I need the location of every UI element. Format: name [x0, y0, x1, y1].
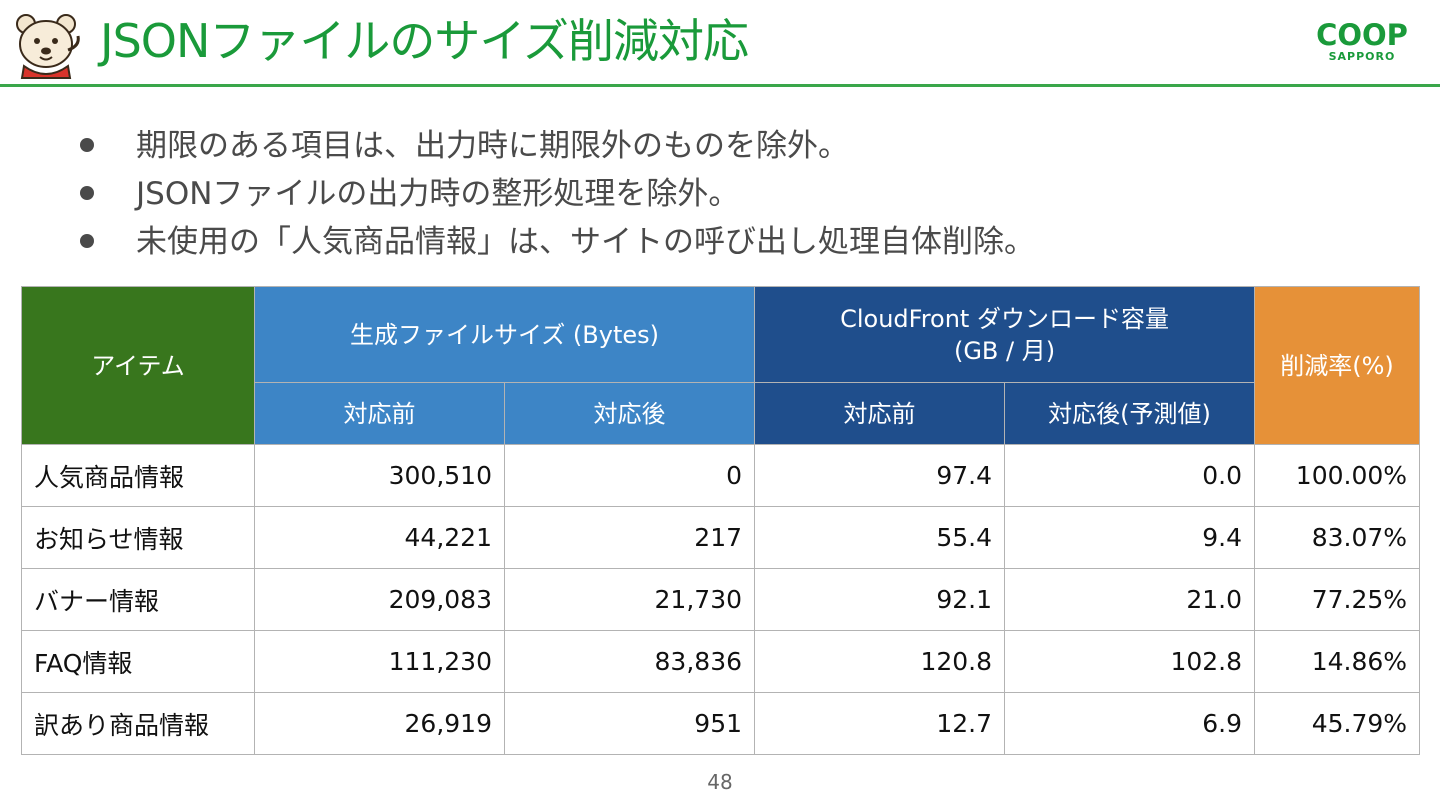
coop-sapporo-logo: COOP SAPPORO	[1300, 20, 1424, 66]
cell-size-after: 951	[503, 692, 756, 755]
header-cloudfront: CloudFront ダウンロード容量 (GB / 月)	[754, 286, 1256, 383]
cell-rate: 83.07%	[1254, 506, 1421, 569]
bullet-dot-icon	[80, 138, 94, 152]
table-row: 訳あり商品情報 26,919 951 12.7 6.9 45.79%	[21, 692, 1421, 755]
header-item: アイテム	[21, 286, 255, 445]
cell-size-after: 0	[503, 444, 756, 507]
header-cf-after: 対応後(予測値)	[1004, 382, 1256, 445]
slide-title: JSONファイルのサイズ削減対応	[100, 14, 749, 68]
size-reduction-table: アイテム 生成ファイルサイズ (Bytes) CloudFront ダウンロード…	[21, 286, 1421, 755]
table-row: バナー情報 209,083 21,730 92.1 21.0 77.25%	[21, 568, 1421, 631]
bullet-item: 未使用の「人気商品情報」は、サイトの呼び出し処理自体削除。	[78, 218, 1378, 266]
table-row: お知らせ情報 44,221 217 55.4 9.4 83.07%	[21, 506, 1421, 569]
header-cloudfront-line1: CloudFront ダウンロード容量	[840, 304, 1169, 333]
bullet-text: 期限のある項目は、出力時に期限外のものを除外。	[136, 128, 849, 164]
slide-header: JSONファイルのサイズ削減対応 COOP SAPPORO	[0, 0, 1440, 87]
header-cloudfront-line2: (GB / 月)	[953, 336, 1056, 365]
cell-item: FAQ情報	[21, 630, 255, 693]
bullet-item: JSONファイルの出力時の整形処理を除外。	[78, 170, 1378, 218]
cell-size-before: 300,510	[254, 444, 505, 507]
logo-main-text: COOP	[1316, 18, 1408, 52]
cell-cf-after: 9.4	[1004, 506, 1256, 569]
header-file-size: 生成ファイルサイズ (Bytes)	[253, 286, 756, 383]
header-reduction-rate: 削減率(%)	[1254, 286, 1421, 445]
cell-size-before: 111,230	[254, 630, 505, 693]
cell-size-after: 217	[503, 506, 756, 569]
cell-cf-after: 0.0	[1004, 444, 1256, 507]
cell-cf-before: 92.1	[754, 568, 1006, 631]
cell-size-after: 21,730	[503, 568, 756, 631]
header-cf-before: 対応前	[754, 382, 1006, 445]
cell-item: お知らせ情報	[21, 506, 255, 569]
bullet-dot-icon	[80, 234, 94, 248]
cell-cf-after: 102.8	[1004, 630, 1256, 693]
cell-rate: 77.25%	[1254, 568, 1421, 631]
cell-item: バナー情報	[21, 568, 255, 631]
header-size-before: 対応前	[254, 382, 505, 445]
cell-size-after: 83,836	[503, 630, 756, 693]
header-size-after: 対応後	[503, 382, 756, 445]
bullet-list: 期限のある項目は、出力時に期限外のものを除外。 JSONファイルの出力時の整形処…	[78, 122, 1378, 266]
cell-size-before: 26,919	[254, 692, 505, 755]
cell-cf-before: 12.7	[754, 692, 1006, 755]
bullet-text: JSONファイルの出力時の整形処理を除外。	[136, 176, 740, 212]
bullet-item: 期限のある項目は、出力時に期限外のものを除外。	[78, 122, 1378, 170]
cell-rate: 14.86%	[1254, 630, 1421, 693]
bear-mascot-icon	[16, 14, 80, 79]
cell-cf-after: 6.9	[1004, 692, 1256, 755]
header-divider	[0, 84, 1440, 87]
logo-sub-text: SAPPORO	[1328, 50, 1396, 63]
table-row: 人気商品情報 300,510 0 97.4 0.0 100.00%	[21, 444, 1421, 507]
cell-cf-before: 120.8	[754, 630, 1006, 693]
page-number: 48	[707, 770, 733, 794]
bullet-text: 未使用の「人気商品情報」は、サイトの呼び出し処理自体削除。	[136, 224, 1035, 260]
cell-rate: 45.79%	[1254, 692, 1421, 755]
cell-size-before: 209,083	[254, 568, 505, 631]
bullet-dot-icon	[80, 186, 94, 200]
cell-rate: 100.00%	[1254, 444, 1421, 507]
cell-item: 人気商品情報	[21, 444, 255, 507]
table-row: FAQ情報 111,230 83,836 120.8 102.8 14.86%	[21, 630, 1421, 693]
cell-cf-before: 97.4	[754, 444, 1006, 507]
cell-cf-after: 21.0	[1004, 568, 1256, 631]
cell-cf-before: 55.4	[754, 506, 1006, 569]
cell-item: 訳あり商品情報	[21, 692, 255, 755]
cell-size-before: 44,221	[254, 506, 505, 569]
